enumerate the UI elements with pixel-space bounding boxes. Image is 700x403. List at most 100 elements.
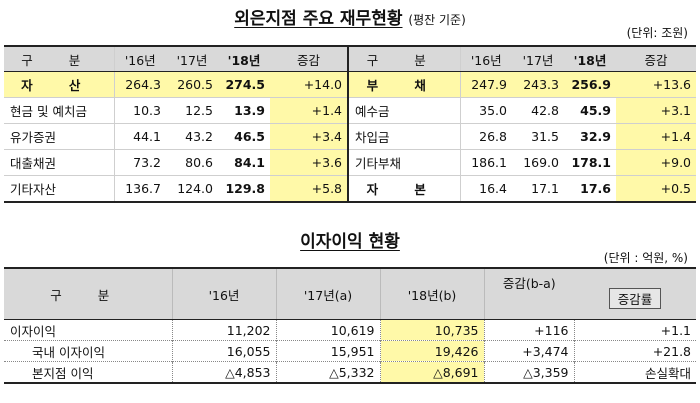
- cell-value: 124.0: [166, 175, 218, 203]
- cell-value: 260.5: [166, 71, 218, 98]
- cell-value: 136.7: [114, 175, 166, 203]
- row-label: 부 채: [348, 71, 461, 98]
- row-label: 대출채권: [4, 149, 115, 176]
- header-2018b: '18년(b): [380, 268, 485, 320]
- header-2017a: '17년(a): [276, 268, 381, 320]
- header-category: 구 분: [4, 268, 173, 320]
- table2-header-row: 구 분 '16년 '17년(a) '18년(b) 증감(b-a) 증감률: [4, 268, 696, 320]
- cell-value: 80.6: [166, 149, 218, 176]
- cell-change: +5.8: [270, 175, 349, 203]
- table-row: 현금 및 예치금 10.3 12.5 13.9 +1.4 예수금 35.0 42…: [4, 97, 696, 124]
- header-2016: '16년: [172, 268, 277, 320]
- cell-value: 26.8: [460, 123, 512, 150]
- cell-value: 45.9: [564, 97, 616, 124]
- cell-change: +3.1: [616, 97, 696, 124]
- header-2018-right: '18년: [564, 46, 616, 72]
- header-change-rate: 증감률: [574, 268, 696, 320]
- cell-value: 243.3: [512, 71, 564, 98]
- table-row: 기타자산 136.7 124.0 129.8 +5.8 자 본 16.4 17.…: [4, 175, 696, 203]
- header-2016-left: '16년: [114, 46, 166, 72]
- cell-rate: +1.1: [660, 322, 691, 338]
- cell-value: 17.6: [564, 175, 616, 203]
- table-row: 유가증권 44.1 43.2 46.5 +3.4 차입금 26.8 31.5 3…: [4, 123, 696, 150]
- cell-value: △4,853: [172, 361, 277, 383]
- unit-label-2: (단위 : 억원, %): [603, 251, 688, 265]
- cell-value: 178.1: [564, 149, 616, 176]
- cell-value: 247.9: [460, 71, 512, 98]
- cell-change: +14.0: [270, 71, 349, 98]
- financial-status-table: 구 분 '16년 '17년 '18년 증감 구 분 '16년 '17년 '18년…: [4, 45, 696, 203]
- cell-value: △8,691: [380, 361, 485, 383]
- cell-value: 16,055: [172, 340, 277, 362]
- header-2017-right: '17년: [512, 46, 564, 72]
- cell-change: +3.6: [270, 149, 349, 176]
- table-row: 자 산 264.3 260.5 274.5 +14.0 부 채 247.9 24…: [4, 71, 696, 98]
- cell-value: 46.5: [218, 123, 270, 150]
- row-label: 기타자산: [4, 175, 115, 203]
- cell-change: +9.0: [616, 149, 696, 176]
- cell-value: 186.1: [460, 149, 512, 176]
- row-label: 유가증권: [4, 123, 115, 150]
- cell-value: 10.3: [114, 97, 166, 124]
- cell-value: △5,332: [276, 361, 381, 383]
- table-row: 국내 이자이익 16,055 15,951 19,426 +3,474 +21.…: [4, 340, 696, 362]
- cell-change: +13.6: [616, 71, 696, 98]
- header-change: 증감(b-a): [484, 268, 574, 320]
- cell-value: 13.9: [218, 97, 270, 124]
- header-category-right: 구 분: [348, 46, 461, 72]
- row-label: 본지점 이익: [4, 361, 173, 383]
- cell-value: 129.8: [218, 175, 270, 203]
- cell-change: +0.5: [616, 175, 696, 203]
- cell-value: 19,426: [380, 340, 485, 362]
- financial-status-title: 외은지점 주요 재무현황 (평잔 기준): [0, 4, 700, 29]
- header-change-right: 증감: [616, 46, 696, 72]
- cell-value: 10,735: [380, 319, 485, 341]
- cell-value: 15,951: [276, 340, 381, 362]
- row-label: 이자이익: [4, 319, 173, 341]
- table-row: 본지점 이익 △4,853 △5,332 △8,691 △3,359 손실확대: [4, 361, 696, 383]
- table1-header-row: 구 분 '16년 '17년 '18년 증감 구 분 '16년 '17년 '18년…: [4, 46, 696, 72]
- cell-value: 16.4: [460, 175, 512, 203]
- cell-change: +116: [484, 319, 575, 341]
- interest-income-table: 구 분 '16년 '17년(a) '18년(b) 증감(b-a) 증감률 이자이…: [4, 267, 696, 384]
- cell-value: 274.5: [218, 71, 270, 98]
- cell-change: △3,359: [484, 361, 575, 383]
- cell-value: 43.2: [166, 123, 218, 150]
- row-label: 자 산: [4, 71, 115, 98]
- cell-rate: 손실확대: [574, 361, 696, 383]
- cell-value: 42.8: [512, 97, 564, 124]
- cell-change: +1.4: [270, 97, 349, 124]
- cell-value: 11,202: [172, 319, 277, 341]
- row-label: 현금 및 예치금: [4, 97, 115, 124]
- header-2017-left: '17년: [166, 46, 218, 72]
- cell-value: 32.9: [564, 123, 616, 150]
- header-change-left: 증감: [270, 46, 349, 72]
- cell-change: +3,474: [484, 340, 575, 362]
- header-2018-left: '18년: [218, 46, 270, 72]
- cell-value: 73.2: [114, 149, 166, 176]
- unit-label-1: (단위: 조원): [626, 26, 688, 40]
- cell-value: 264.3: [114, 71, 166, 98]
- cell-value: 84.1: [218, 149, 270, 176]
- header-category-left: 구 분: [4, 46, 115, 72]
- cell-value: 12.5: [166, 97, 218, 124]
- cell-value: 256.9: [564, 71, 616, 98]
- title1-main: 외은지점 주요 재무현황: [234, 9, 403, 29]
- cell-change: +3.4: [270, 123, 349, 150]
- cell-value: 17.1: [512, 175, 564, 203]
- cell-value: 35.0: [460, 97, 512, 124]
- cell-value: 169.0: [512, 149, 564, 176]
- row-label: 국내 이자이익: [4, 340, 173, 362]
- table-row: 이자이익 11,202 10,619 10,735 +116 +1.1: [4, 319, 696, 341]
- cell-value: 10,619: [276, 319, 381, 341]
- row-label: 차입금: [348, 123, 461, 150]
- title1-subtitle: (평잔 기준): [408, 13, 466, 27]
- table-row: 대출채권 73.2 80.6 84.1 +3.6 기타부채 186.1 169.…: [4, 149, 696, 176]
- cell-change: +1.4: [616, 123, 696, 150]
- header-2016-right: '16년: [460, 46, 512, 72]
- row-label: 자 본: [348, 175, 461, 203]
- row-label: 예수금: [348, 97, 461, 124]
- row-label: 기타부채: [348, 149, 461, 176]
- cell-value: 31.5: [512, 123, 564, 150]
- cell-rate: +21.8: [574, 340, 696, 362]
